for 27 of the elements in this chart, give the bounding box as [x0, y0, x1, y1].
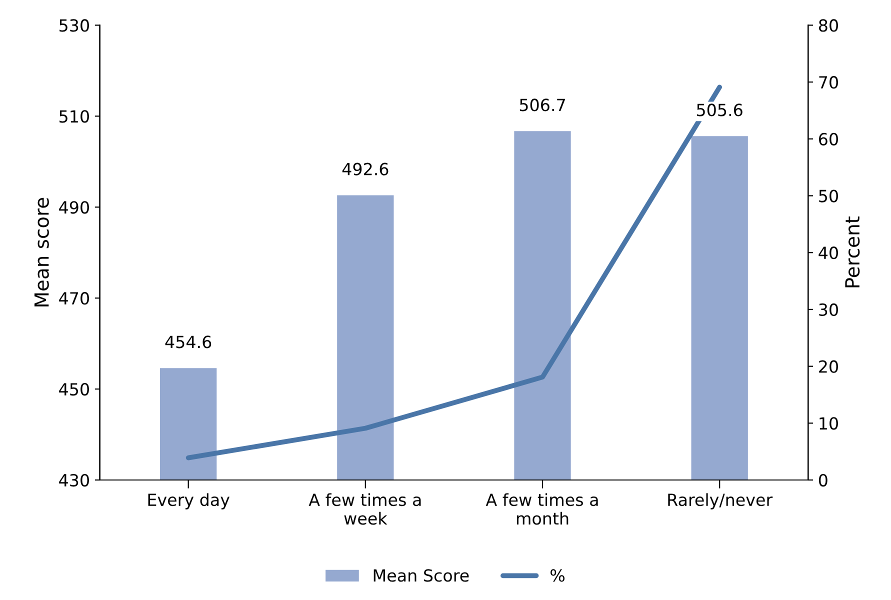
data-label: 505.6 — [697, 104, 742, 116]
y-tick-label: 470 — [59, 292, 89, 305]
y2-tick-label: 20 — [819, 360, 838, 373]
data-label: 492.6 — [342, 162, 388, 176]
y2-tick-label: 10 — [820, 417, 838, 430]
y-axis-title: Mean score — [34, 198, 49, 306]
data-label: 506.7 — [520, 98, 565, 112]
y-tick-label: 490 — [59, 201, 89, 214]
legend-label: Mean Score — [374, 569, 469, 582]
y2-axis-title: Percent — [845, 216, 860, 288]
legend-label: % — [550, 569, 565, 582]
y-tick-label: 510 — [60, 110, 89, 123]
y2-tick-label: 70 — [819, 76, 838, 89]
y2-tick-label: 0 — [818, 474, 828, 487]
y2-tick-label: 60 — [819, 132, 838, 146]
y2-tick-label: 80 — [818, 19, 838, 32]
y2-tick-label: 30 — [819, 303, 838, 316]
data-label: 454.6 — [165, 336, 212, 348]
y-tick-label: 530 — [60, 19, 89, 32]
x-tick-label: A few times a month — [486, 493, 598, 525]
x-tick-label: Rarely/never — [668, 493, 773, 510]
x-tick-label: Every day — [148, 493, 230, 510]
y2-tick-label: 40 — [818, 246, 838, 260]
x-tick-label: A few times a week — [308, 493, 421, 525]
y-tick-label: 430 — [59, 474, 89, 487]
y2-tick-label: 50 — [819, 190, 838, 202]
y-tick-label: 450 — [59, 383, 89, 396]
